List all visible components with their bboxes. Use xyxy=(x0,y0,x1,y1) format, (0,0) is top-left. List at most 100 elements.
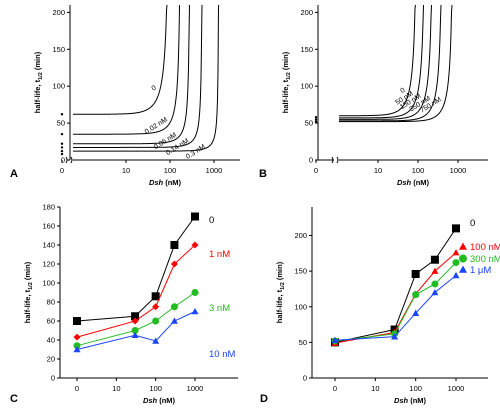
curve-label: 0 xyxy=(400,87,407,95)
y-tick-label: 120 xyxy=(42,260,55,269)
x-tick-label: 10 xyxy=(122,166,130,175)
data-point xyxy=(412,309,420,316)
data-point xyxy=(151,292,160,301)
x-axis-label-3: Dsh (nM) xyxy=(394,396,427,405)
data-point xyxy=(73,333,81,341)
y-tick-label: 100 xyxy=(52,82,65,91)
series-label: 10 nM xyxy=(209,349,235,360)
x-tick-label: 1000 xyxy=(448,384,465,393)
y-tick-label: 0 xyxy=(51,374,55,383)
x-tick-label: 0 xyxy=(314,166,318,175)
y-tick-label: 150 xyxy=(300,45,313,54)
zero-dose-point xyxy=(314,118,318,121)
panel-c: 0 20 40 60 80 100 120 140 160 180 0 10 100 1000 C 0 1 nM… xyxy=(10,203,238,405)
legend-marker xyxy=(459,242,467,250)
y-tick-label: 160 xyxy=(42,222,55,231)
data-point xyxy=(73,342,81,350)
y-tick-label: 80 xyxy=(47,298,55,307)
y-tick-label: 150 xyxy=(294,267,307,276)
model-curve xyxy=(339,4,432,120)
y-axis-label-0: half-life, t1/2 (min) xyxy=(33,51,44,113)
data-point xyxy=(152,303,160,311)
x-tick-label: 1000 xyxy=(450,166,467,175)
data-point xyxy=(131,331,139,339)
data-point xyxy=(191,212,199,221)
model-curve xyxy=(339,4,416,117)
data-point xyxy=(152,317,160,325)
y-tick-label: 20 xyxy=(47,355,55,364)
data-point xyxy=(170,241,179,249)
data-point xyxy=(191,241,199,249)
x-axis-label-0: Dsh (nM) xyxy=(149,178,182,187)
data-point xyxy=(170,317,178,324)
curve-label: 0 xyxy=(151,84,158,92)
data-point xyxy=(452,271,460,279)
y-tick-label: 140 xyxy=(42,241,55,250)
model-curve xyxy=(73,4,190,145)
zero-dose-point xyxy=(60,149,64,153)
x-tick-label: 0 xyxy=(333,384,337,393)
panel-letter: D xyxy=(260,393,268,405)
x-tick-label: 10 xyxy=(374,166,382,175)
data-point xyxy=(131,327,139,334)
series-label: 1 nM xyxy=(209,249,230,260)
y-axis-label-3: half-life, t1/2 (min) xyxy=(275,261,286,323)
x-tick-label: 100 xyxy=(409,384,422,393)
y-tick-label: 40 xyxy=(47,336,55,345)
zero-dose-point xyxy=(314,120,318,123)
x-tick-label: 10 xyxy=(112,384,120,393)
series-label: 300 nM xyxy=(470,254,500,265)
y-tick-label: 100 xyxy=(294,302,307,311)
y-tick-label: 200 xyxy=(52,8,65,17)
x-tick-label: 100 xyxy=(412,166,425,175)
zero-dose-point xyxy=(60,132,64,136)
data-point xyxy=(191,308,199,315)
data-point xyxy=(430,255,439,264)
y-tick-label: 50 xyxy=(305,119,313,128)
series-label: 0 xyxy=(209,215,214,226)
data-point xyxy=(452,224,460,233)
x-tick-label: 0 xyxy=(60,166,64,175)
x-tick-label: 0 xyxy=(75,384,79,393)
y-tick-label: 60 xyxy=(47,317,55,326)
x-tick-label: 100 xyxy=(164,166,177,175)
panel-letter: A xyxy=(10,168,18,180)
data-point xyxy=(152,337,160,344)
zero-dose-point xyxy=(60,152,64,156)
y-tick-label: 200 xyxy=(294,231,307,240)
series-label: 1 μM xyxy=(470,265,491,276)
zero-dose-point xyxy=(60,146,64,149)
x-tick-label: 1000 xyxy=(206,166,223,175)
y-tick-label: 50 xyxy=(57,119,65,128)
y-tick-label: 0 xyxy=(303,374,307,383)
y-tick-label: 150 xyxy=(52,45,65,54)
series-label: 0 xyxy=(470,218,475,229)
data-point xyxy=(411,269,420,278)
data-point xyxy=(431,289,439,296)
y-tick-label: 200 xyxy=(300,8,313,17)
data-point xyxy=(131,317,139,325)
x-tick-label: 10 xyxy=(371,384,379,393)
y-tick-label: 100 xyxy=(300,82,313,91)
data-point xyxy=(431,267,439,274)
model-curve xyxy=(339,4,453,123)
y-tick-label: 0 xyxy=(309,156,313,165)
data-point xyxy=(452,249,460,256)
model-curve xyxy=(73,4,180,135)
data-point xyxy=(391,333,399,340)
data-point xyxy=(131,312,140,321)
curve-label: 0.3 nM xyxy=(185,144,207,161)
data-point xyxy=(331,336,339,344)
zero-dose-point xyxy=(60,113,64,116)
model-curve xyxy=(73,4,203,148)
legend-marker xyxy=(459,254,467,263)
legend-marker xyxy=(459,265,467,273)
y-tick-label: 180 xyxy=(42,203,55,212)
data-point xyxy=(431,280,439,288)
model-curve xyxy=(73,4,219,152)
y-axis-label-2: half-life, t1/2 (min) xyxy=(23,261,34,323)
y-tick-label: 100 xyxy=(42,279,55,288)
